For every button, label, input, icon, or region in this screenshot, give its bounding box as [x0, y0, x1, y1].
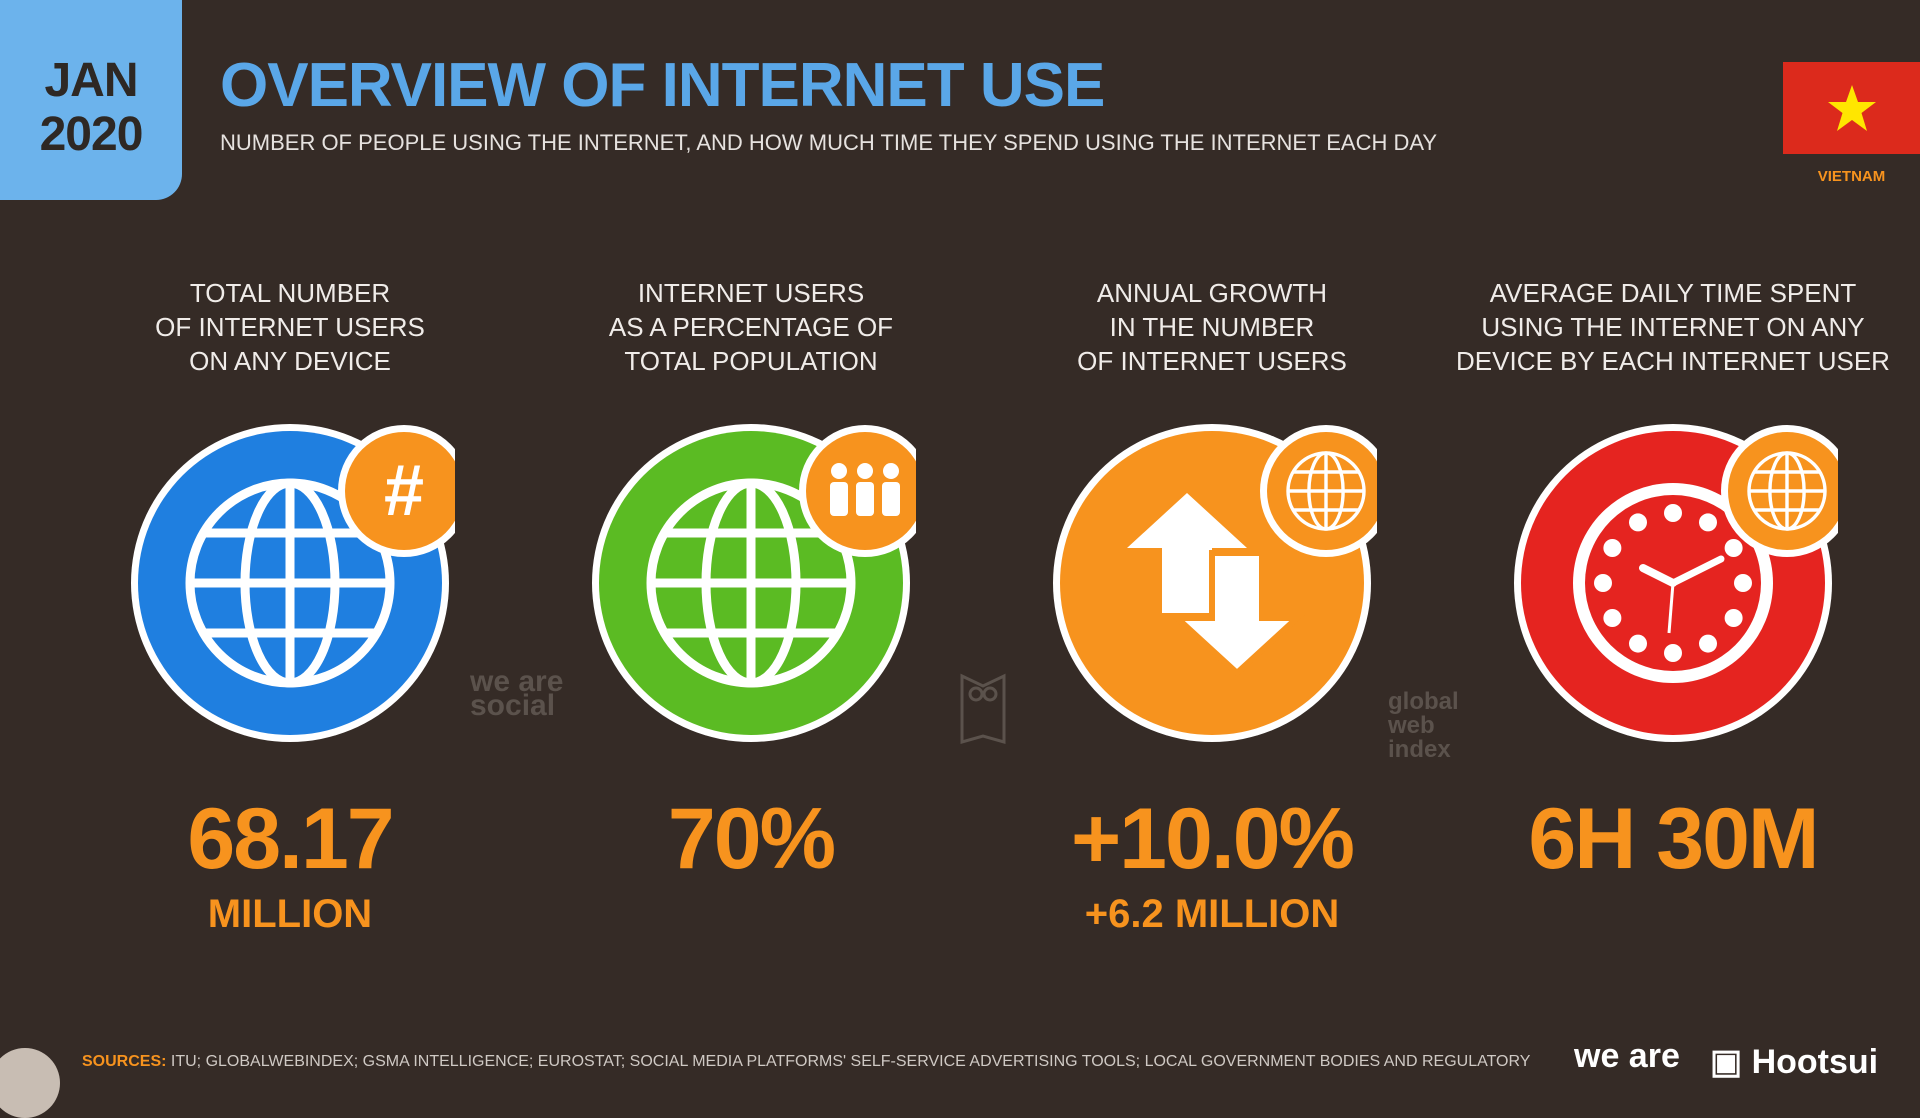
- stat-heading: ANNUAL GROWTH IN THE NUMBER OF INTERNET US…: [1077, 278, 1347, 376]
- date-badge: JAN 2020: [0, 0, 182, 200]
- stat-value: 6H 30M: [1528, 791, 1819, 887]
- stat-icon: [1514, 424, 1838, 742]
- svg-text:#: #: [384, 451, 424, 531]
- stat-value: +10.0%: [1070, 791, 1355, 887]
- stat-subvalue: MILLION: [207, 892, 373, 936]
- stat-subvalue: +6.2 MILLION: [1084, 892, 1340, 936]
- date-year: 2020: [39, 108, 144, 161]
- stat-heading: INTERNET USERS AS A PERCENTAGE OF TOTAL PO…: [608, 278, 894, 376]
- stat-value: 68.17: [187, 791, 394, 887]
- stat-icon: [1053, 424, 1377, 742]
- stat-icon: [592, 424, 916, 742]
- we-are-social-logo: we are: [1574, 1037, 1680, 1075]
- page-number-badge: [0, 1048, 60, 1118]
- we-are-social-watermark: we are social: [470, 665, 564, 722]
- stat-heading: AVERAGE DAILY TIME SPENT USING THE INTERN…: [1456, 278, 1890, 376]
- country-label: VIETNAM: [1817, 168, 1886, 185]
- hootsuite-logo: ▣ Hootsui: [1710, 1043, 1879, 1081]
- vietnam-flag: [1783, 62, 1920, 154]
- sources-footnote: SOURCES: ITU; GLOBALWEBINDEX; GSMA INTEL…: [82, 1053, 1531, 1070]
- stat-heading: TOTAL NUMBER OF INTERNET USERS ON ANY DEVI…: [155, 278, 425, 376]
- badge-globe-icon: [1721, 425, 1838, 557]
- date-month: JAN: [44, 54, 138, 107]
- badge-globe-icon: [1260, 425, 1377, 557]
- stat-icon: #: [131, 424, 455, 742]
- hootsuite-owl-watermark: [960, 673, 1006, 744]
- stat-value: 70%: [667, 791, 836, 887]
- page-title: OVERVIEW OF INTERNET USE: [220, 51, 1105, 120]
- globalwebindex-watermark: global web index: [1388, 688, 1459, 763]
- hash-icon: #: [338, 425, 455, 557]
- page-subtitle: NUMBER OF PEOPLE USING THE INTERNET, AND…: [220, 130, 1438, 155]
- people-icon: [799, 425, 916, 557]
- star-icon: [1827, 85, 1876, 131]
